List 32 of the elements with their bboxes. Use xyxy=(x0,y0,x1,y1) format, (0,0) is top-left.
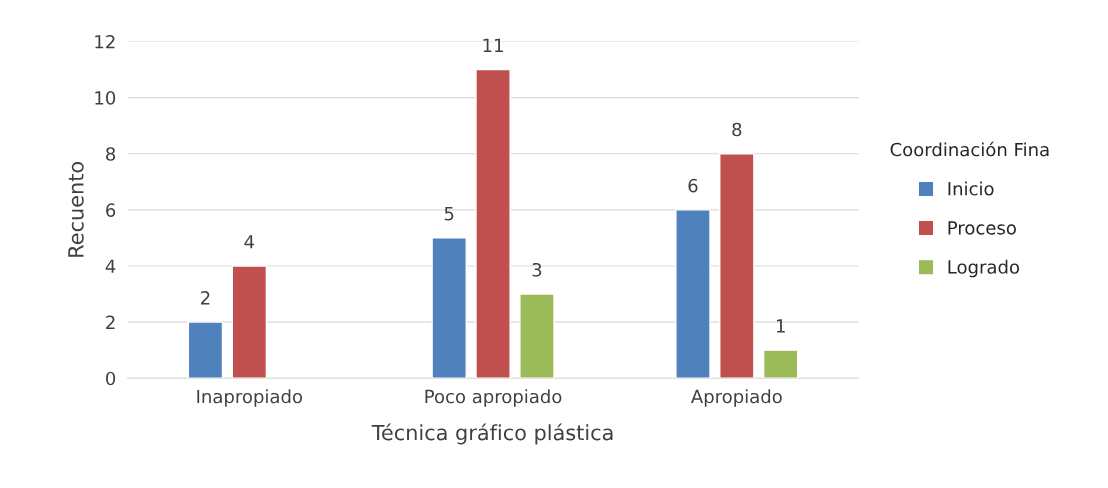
bar xyxy=(519,293,555,379)
y-tick-label: 0 xyxy=(106,371,116,386)
legend-label: Inicio xyxy=(948,181,994,196)
legend-label: Proceso xyxy=(948,221,1016,235)
y-tick-label: 10 xyxy=(95,91,116,105)
bar xyxy=(762,349,799,379)
y-tick-label: 2 xyxy=(106,315,115,329)
y-axis-title: Recuento xyxy=(68,162,84,257)
bar xyxy=(475,68,511,379)
data-label: 11 xyxy=(483,38,503,52)
data-label: 3 xyxy=(532,262,542,277)
data-label: 5 xyxy=(444,207,454,221)
y-tick-label: 6 xyxy=(106,203,116,217)
x-axis-title: Técnica gráfico plástica xyxy=(371,423,613,445)
x-tick-label: Poco apropiado xyxy=(425,389,562,407)
bar xyxy=(187,321,224,379)
bar xyxy=(231,265,268,379)
data-label: 2 xyxy=(201,291,210,305)
x-tick-label: Inapropiado xyxy=(197,389,303,407)
legend-title: Coordinación Fina xyxy=(890,141,1049,157)
bar xyxy=(719,153,755,379)
x-tick-label: Apropiado xyxy=(691,389,782,407)
legend-label: Logrado xyxy=(948,259,1020,278)
data-label: 1 xyxy=(776,319,785,333)
y-tick-label: 12 xyxy=(95,34,115,49)
data-label: 6 xyxy=(688,178,698,193)
data-label: 4 xyxy=(244,235,255,249)
bar xyxy=(675,209,711,379)
y-tick-label: 8 xyxy=(106,147,116,161)
y-tick-label: 4 xyxy=(105,259,116,273)
bar xyxy=(431,237,467,379)
data-label: 8 xyxy=(732,122,742,137)
